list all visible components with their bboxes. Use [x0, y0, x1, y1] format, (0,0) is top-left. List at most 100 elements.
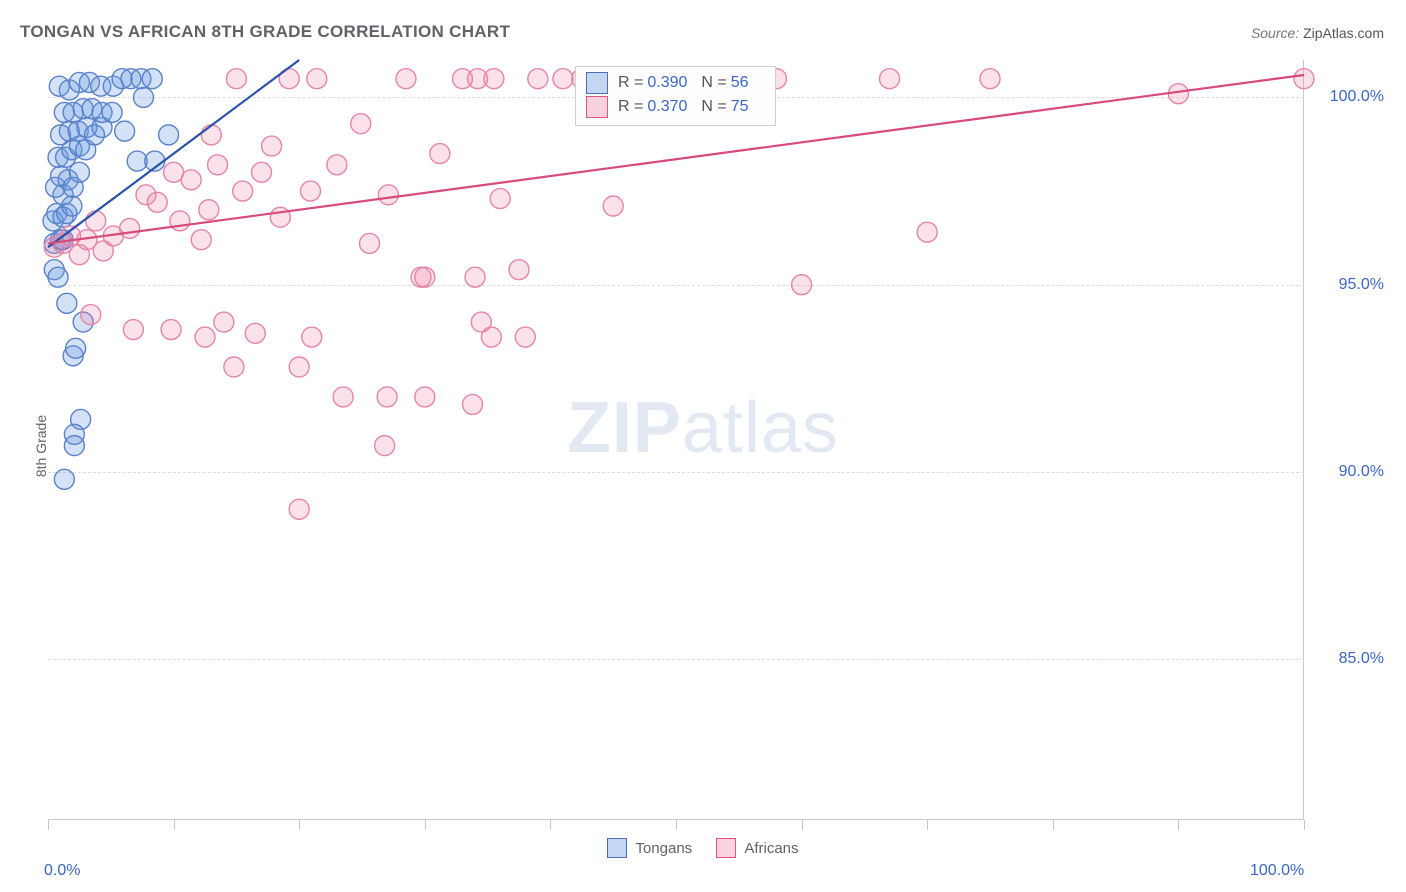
- source-attribution: Source: ZipAtlas.com: [1251, 25, 1384, 41]
- y-axis-label: 8th Grade: [33, 415, 49, 477]
- data-point: [233, 181, 253, 201]
- data-point: [159, 125, 179, 145]
- data-point: [333, 387, 353, 407]
- legend-r-label: R =: [618, 74, 643, 92]
- data-point: [396, 69, 416, 89]
- data-point: [980, 69, 1000, 89]
- data-point: [603, 196, 623, 216]
- data-point: [289, 357, 309, 377]
- data-point: [484, 69, 504, 89]
- data-point: [430, 144, 450, 164]
- data-point: [509, 260, 529, 280]
- legend-swatch-pink: [716, 838, 736, 858]
- data-point: [415, 387, 435, 407]
- x-tick: [927, 820, 928, 830]
- legend-n-value: 56: [731, 74, 749, 92]
- data-point: [102, 102, 122, 122]
- x-tick: [174, 820, 175, 830]
- data-point: [471, 312, 491, 332]
- data-point: [463, 394, 483, 414]
- chart-container: TONGAN VS AFRICAN 8TH GRADE CORRELATION …: [0, 0, 1406, 892]
- data-point: [262, 136, 282, 156]
- data-point: [214, 312, 234, 332]
- data-point: [880, 69, 900, 89]
- x-tick-label: 100.0%: [1250, 862, 1304, 880]
- data-point: [170, 211, 190, 231]
- data-point: [289, 499, 309, 519]
- data-point: [142, 69, 162, 89]
- data-point: [351, 114, 371, 134]
- data-point: [54, 469, 74, 489]
- legend-n-label: N =: [701, 98, 726, 116]
- x-tick: [550, 820, 551, 830]
- source-label: Source:: [1251, 25, 1303, 41]
- data-point: [1294, 69, 1314, 89]
- data-point: [226, 69, 246, 89]
- data-point: [133, 87, 153, 107]
- source-value: ZipAtlas.com: [1303, 25, 1384, 41]
- data-point: [191, 230, 211, 250]
- data-point: [57, 293, 77, 313]
- data-point: [375, 436, 395, 456]
- scatter-plot-svg: [48, 60, 1304, 820]
- data-point: [515, 327, 535, 347]
- data-point: [302, 327, 322, 347]
- data-point: [917, 222, 937, 242]
- data-point: [224, 357, 244, 377]
- x-tick-label: 0.0%: [44, 862, 80, 880]
- legend-swatch-blue: [586, 72, 608, 94]
- data-point: [792, 275, 812, 295]
- data-point: [377, 387, 397, 407]
- data-point: [465, 267, 485, 287]
- series-legend: Tongans Africans: [0, 838, 1406, 862]
- legend-item: Africans: [716, 838, 798, 858]
- data-point: [195, 327, 215, 347]
- y-tick-label: 95.0%: [1339, 276, 1384, 294]
- data-point: [123, 320, 143, 340]
- legend-row: R = 0.370 N = 75: [586, 95, 763, 119]
- legend-item: Tongans: [607, 838, 692, 858]
- data-point: [411, 267, 431, 287]
- data-point: [161, 320, 181, 340]
- x-tick: [425, 820, 426, 830]
- data-point: [64, 436, 84, 456]
- legend-n-value: 75: [731, 98, 749, 116]
- legend-swatch-pink: [586, 96, 608, 118]
- x-tick: [299, 820, 300, 830]
- data-point: [66, 338, 86, 358]
- x-tick: [48, 820, 49, 830]
- x-tick: [1304, 820, 1305, 830]
- data-point: [378, 185, 398, 205]
- data-point: [208, 155, 228, 175]
- data-point: [120, 218, 140, 238]
- x-tick: [676, 820, 677, 830]
- y-tick-label: 85.0%: [1339, 650, 1384, 668]
- data-point: [81, 305, 101, 325]
- data-point: [528, 69, 548, 89]
- data-point: [164, 162, 184, 182]
- legend-n-label: N =: [701, 74, 726, 92]
- data-point: [360, 233, 380, 253]
- data-point: [199, 200, 219, 220]
- data-point: [553, 69, 573, 89]
- data-point: [307, 69, 327, 89]
- data-point: [147, 192, 167, 212]
- data-point: [301, 181, 321, 201]
- data-point: [252, 162, 272, 182]
- legend-r-value: 0.370: [647, 98, 687, 116]
- data-point: [62, 196, 82, 216]
- data-point: [115, 121, 135, 141]
- x-tick: [802, 820, 803, 830]
- legend-row: R = 0.390 N = 56: [586, 71, 763, 95]
- x-tick: [1053, 820, 1054, 830]
- x-tick: [1178, 820, 1179, 830]
- data-point: [48, 267, 68, 287]
- legend-r-label: R =: [618, 98, 643, 116]
- data-point: [86, 211, 106, 231]
- chart-title: TONGAN VS AFRICAN 8TH GRADE CORRELATION …: [20, 22, 510, 42]
- legend-r-value: 0.390: [647, 74, 687, 92]
- correlation-legend: R = 0.390 N = 56 R = 0.370 N = 75: [575, 66, 776, 126]
- data-point: [327, 155, 347, 175]
- y-tick-label: 90.0%: [1339, 463, 1384, 481]
- legend-label: Tongans: [635, 840, 692, 857]
